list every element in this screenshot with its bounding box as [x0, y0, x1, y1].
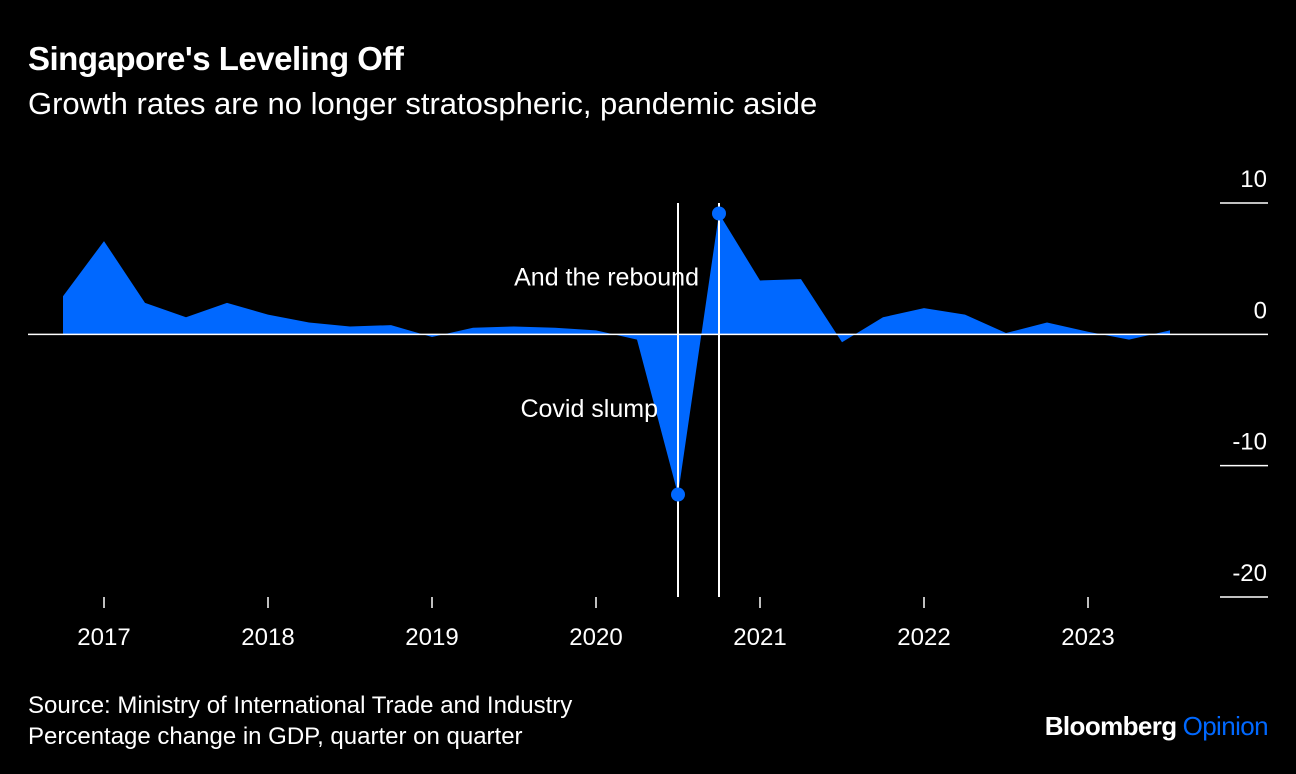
x-tick-label-2023: 2023: [1061, 624, 1114, 651]
source-note: Source: Ministry of International Trade …: [28, 692, 573, 719]
x-axis: 2017 2018 2019 2020 2021 2022 2023: [77, 597, 1115, 651]
y-tick-label-0: 0: [1254, 297, 1267, 324]
x-tick-label-2017: 2017: [77, 624, 130, 651]
x-tick-label-2021: 2021: [733, 624, 786, 651]
footer: Source: Ministry of International Trade …: [28, 690, 572, 752]
annotations: Covid slump And the rebound: [514, 203, 726, 597]
slump-dot: [671, 487, 685, 502]
brand-name: Bloomberg: [1044, 711, 1177, 741]
y-tick-label-10: 10: [1240, 166, 1267, 193]
x-tick-label-2022: 2022: [897, 624, 950, 651]
brand-section: Opinion: [1182, 711, 1269, 741]
x-tick-label-2018: 2018: [241, 624, 294, 651]
y-axis: 10 0 -10 -20: [1220, 166, 1268, 598]
y-tick-label--10: -10: [1232, 429, 1267, 456]
series-area-gdp: [63, 213, 1170, 495]
x-tick-label-2019: 2019: [405, 624, 458, 651]
x-tick-label-2020: 2020: [569, 624, 622, 651]
rebound-dot: [712, 206, 726, 221]
chart-title: Singapore's Leveling Off: [28, 40, 404, 77]
chart-subtitle: Growth rates are no longer stratospheric…: [28, 86, 818, 121]
gdp-area-chart: 10 0 -10 -20 2017 2018 2019 2020 2021 2022 2023 C…: [28, 166, 1268, 651]
brand-logo: Bloomberg Opinion: [1044, 711, 1269, 742]
rebound-label: And the rebound: [514, 264, 699, 292]
y-tick-label--20: -20: [1232, 560, 1267, 587]
units-note: Percentage change in GDP, quarter on qua…: [28, 723, 523, 750]
slump-label: Covid slump: [520, 395, 658, 423]
